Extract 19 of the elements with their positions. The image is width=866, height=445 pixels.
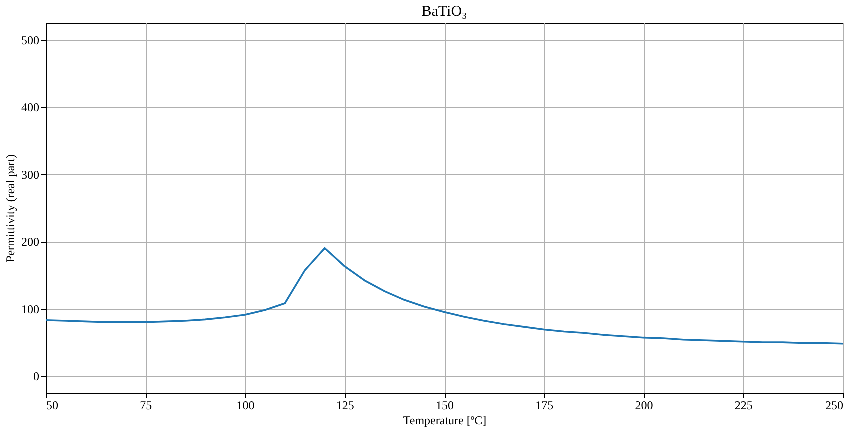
y-tick-label: 400 bbox=[22, 100, 40, 115]
chart-title: BaTiO₃ bbox=[422, 4, 468, 20]
line-series bbox=[46, 247, 843, 345]
y-tick-label: 100 bbox=[22, 302, 40, 316]
x-tick-label: 50 bbox=[46, 398, 58, 412]
x-tick-label: 125 bbox=[336, 398, 354, 412]
x-tick-label: 250 bbox=[826, 398, 844, 412]
x-tick-label: 100 bbox=[236, 398, 255, 412]
x-tick-label: 75 bbox=[140, 398, 152, 412]
y-tick-label: 500 bbox=[22, 33, 40, 48]
y-tick-label: 200 bbox=[22, 235, 40, 250]
x-tick-label: 200 bbox=[635, 398, 654, 412]
x-axis-title: Temperature [ºC] bbox=[403, 414, 487, 428]
x-tick-label: 225 bbox=[734, 398, 753, 412]
x-tick-label: 175 bbox=[536, 398, 554, 412]
y-tick-label: 300 bbox=[22, 168, 40, 182]
x-tick-label: 150 bbox=[436, 398, 454, 412]
y-axis-title: Permittivity (real part) bbox=[4, 154, 18, 262]
y-tick-label: 0 bbox=[34, 370, 40, 384]
